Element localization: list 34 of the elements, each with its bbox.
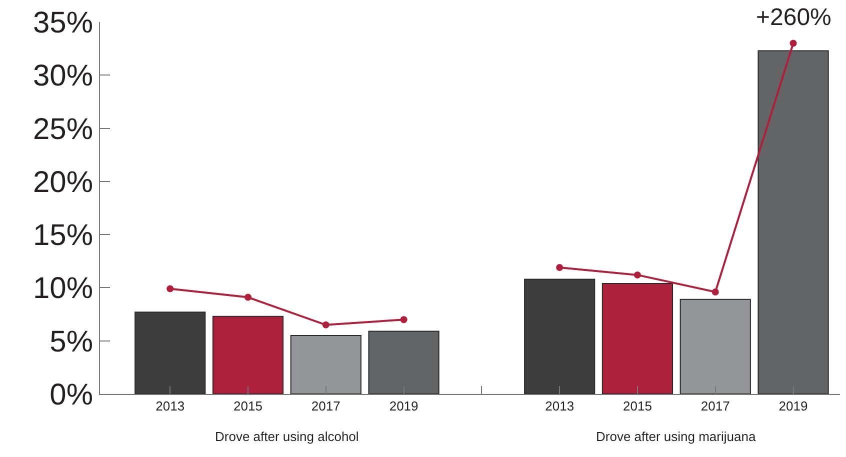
y-tick-label: 30% xyxy=(32,60,93,93)
bar xyxy=(680,298,751,394)
text: Drove after using alcohol xyxy=(215,429,359,444)
bar xyxy=(212,316,284,394)
point xyxy=(322,321,330,328)
point xyxy=(634,271,641,278)
bar xyxy=(134,312,206,394)
y-tick-label: 15% xyxy=(32,219,93,252)
point xyxy=(556,264,564,272)
y-tick-label: 0% xyxy=(50,378,93,412)
y-tick-label: 20% xyxy=(32,166,93,199)
bar xyxy=(368,330,440,394)
point xyxy=(790,40,797,47)
point xyxy=(712,288,719,296)
x-tick-label: 2019 xyxy=(778,398,808,414)
x-tick-label: 2015 xyxy=(623,398,652,414)
x-tick-label: 2017 xyxy=(311,398,340,414)
y-tick-label: 5% xyxy=(50,325,93,358)
x-tick-label: 2013 xyxy=(545,398,574,414)
y-tick-label: 10% xyxy=(32,272,93,306)
bar xyxy=(290,335,362,394)
point xyxy=(166,285,174,292)
x-tick-label: 2019 xyxy=(389,398,418,414)
point xyxy=(244,294,252,301)
bar xyxy=(758,50,829,394)
y-tick-label: 35% xyxy=(32,6,93,40)
y-tick-label: 25% xyxy=(32,112,93,146)
text: Drove after using marijuana xyxy=(596,429,756,444)
bar xyxy=(524,278,596,394)
x-tick-label: 2017 xyxy=(700,398,730,414)
point xyxy=(400,316,408,324)
x-tick-label: 2015 xyxy=(234,398,262,414)
x-tick-label: 2013 xyxy=(156,398,185,414)
annotation: +260% xyxy=(756,4,832,31)
